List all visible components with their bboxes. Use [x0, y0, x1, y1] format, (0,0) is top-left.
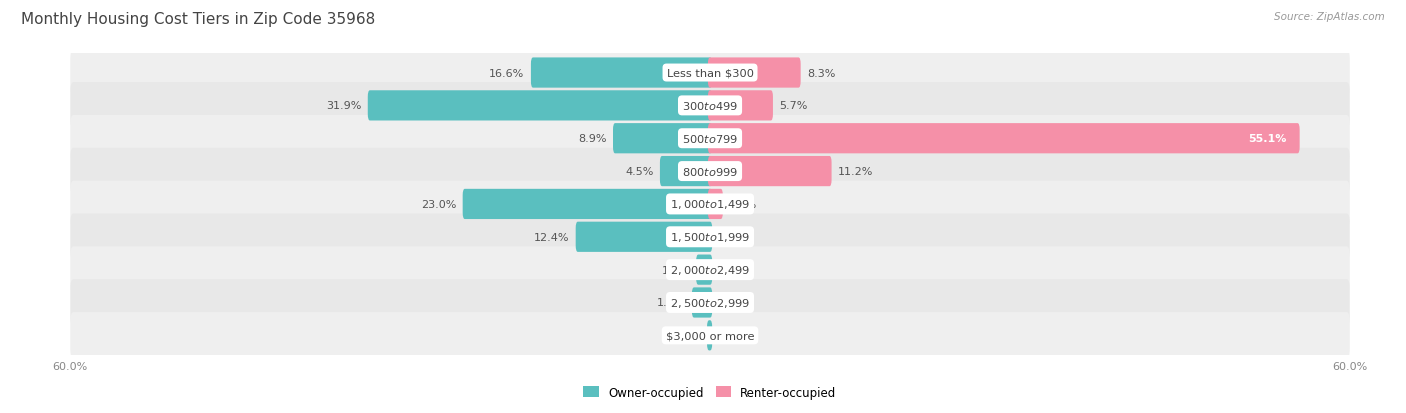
- FancyBboxPatch shape: [692, 288, 713, 318]
- Text: 1.0%: 1.0%: [730, 199, 758, 209]
- Text: $3,000 or more: $3,000 or more: [666, 330, 754, 340]
- FancyBboxPatch shape: [70, 116, 1350, 162]
- Text: 31.9%: 31.9%: [326, 101, 361, 111]
- Text: Monthly Housing Cost Tiers in Zip Code 35968: Monthly Housing Cost Tiers in Zip Code 3…: [21, 12, 375, 27]
- FancyBboxPatch shape: [463, 189, 713, 220]
- Text: 55.1%: 55.1%: [1249, 134, 1286, 144]
- FancyBboxPatch shape: [707, 124, 1299, 154]
- FancyBboxPatch shape: [707, 58, 800, 88]
- FancyBboxPatch shape: [70, 280, 1350, 326]
- Text: $1,000 to $1,499: $1,000 to $1,499: [671, 198, 749, 211]
- Text: 0.08%: 0.08%: [665, 330, 700, 340]
- Text: $800 to $999: $800 to $999: [682, 166, 738, 178]
- Text: 1.1%: 1.1%: [661, 265, 690, 275]
- FancyBboxPatch shape: [70, 181, 1350, 228]
- FancyBboxPatch shape: [531, 58, 713, 88]
- FancyBboxPatch shape: [707, 91, 773, 121]
- Text: 8.9%: 8.9%: [578, 134, 606, 144]
- FancyBboxPatch shape: [368, 91, 713, 121]
- FancyBboxPatch shape: [70, 247, 1350, 293]
- Text: $2,000 to $2,499: $2,000 to $2,499: [671, 263, 749, 276]
- Text: 12.4%: 12.4%: [534, 232, 569, 242]
- FancyBboxPatch shape: [70, 50, 1350, 97]
- Text: $300 to $499: $300 to $499: [682, 100, 738, 112]
- Text: 1.5%: 1.5%: [657, 298, 686, 308]
- Text: 16.6%: 16.6%: [489, 69, 524, 78]
- FancyBboxPatch shape: [707, 157, 831, 187]
- FancyBboxPatch shape: [707, 189, 723, 220]
- Text: 11.2%: 11.2%: [838, 167, 873, 177]
- FancyBboxPatch shape: [613, 124, 713, 154]
- FancyBboxPatch shape: [707, 320, 713, 351]
- FancyBboxPatch shape: [70, 312, 1350, 359]
- FancyBboxPatch shape: [659, 157, 713, 187]
- FancyBboxPatch shape: [70, 83, 1350, 129]
- FancyBboxPatch shape: [696, 255, 713, 285]
- Legend: Owner-occupied, Renter-occupied: Owner-occupied, Renter-occupied: [579, 381, 841, 404]
- Text: Source: ZipAtlas.com: Source: ZipAtlas.com: [1274, 12, 1385, 22]
- Text: $500 to $799: $500 to $799: [682, 133, 738, 145]
- Text: 23.0%: 23.0%: [420, 199, 457, 209]
- Text: 4.5%: 4.5%: [626, 167, 654, 177]
- Text: Less than $300: Less than $300: [666, 69, 754, 78]
- Text: $1,500 to $1,999: $1,500 to $1,999: [671, 231, 749, 244]
- FancyBboxPatch shape: [70, 148, 1350, 195]
- Text: 5.7%: 5.7%: [779, 101, 807, 111]
- Text: 8.3%: 8.3%: [807, 69, 835, 78]
- FancyBboxPatch shape: [70, 214, 1350, 261]
- Text: $2,500 to $2,999: $2,500 to $2,999: [671, 296, 749, 309]
- FancyBboxPatch shape: [575, 222, 713, 252]
